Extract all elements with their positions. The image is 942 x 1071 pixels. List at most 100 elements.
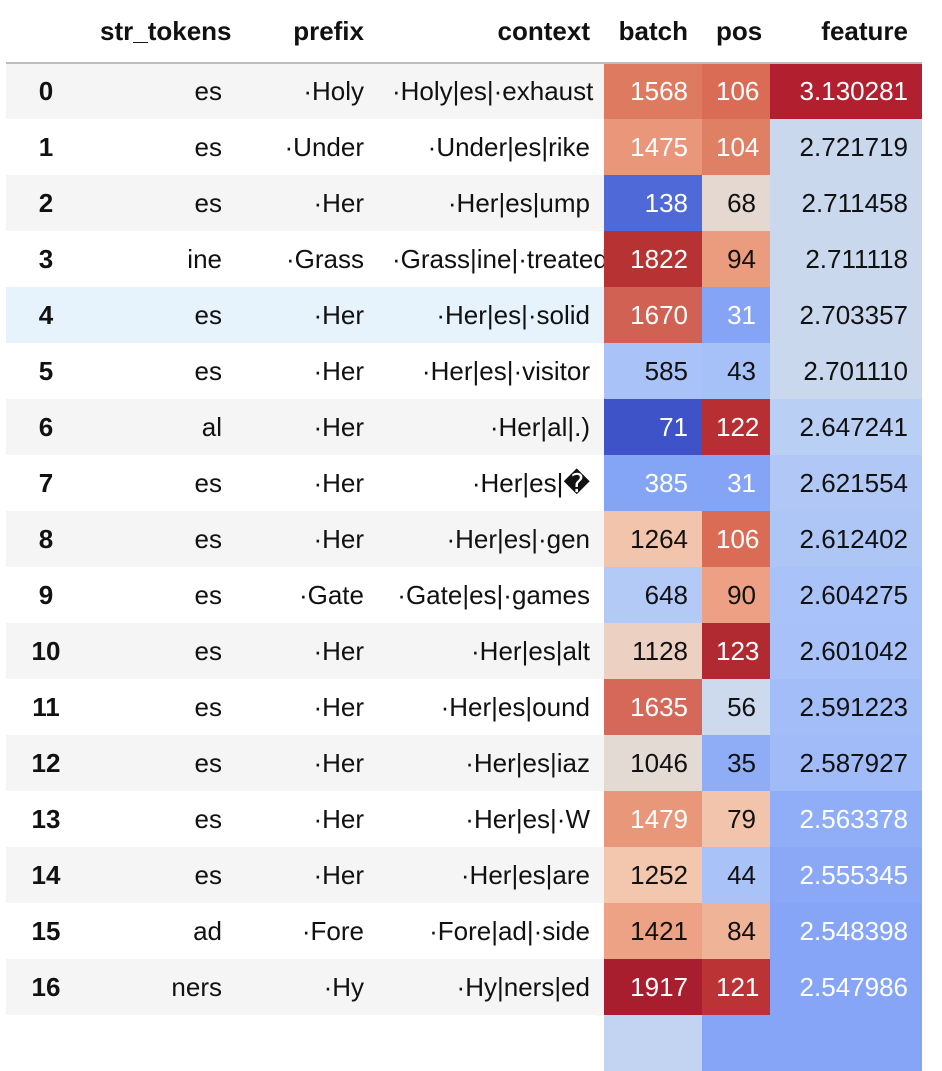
cell-prefix: ·Her <box>313 691 364 722</box>
cell-prefix: ·Hy <box>323 971 364 1002</box>
partial-cell <box>770 1015 922 1071</box>
row-index: 9 <box>38 579 54 610</box>
cell-str-tokens: es <box>194 523 222 554</box>
cell-str-tokens: es <box>194 803 222 834</box>
cell-feature: 2.711458 <box>770 175 922 231</box>
row-index: 3 <box>38 243 54 274</box>
cell-batch: 1421 <box>604 903 702 959</box>
cell-feature: 2.711118 <box>770 231 922 287</box>
cell-prefix: ·Her <box>313 187 364 218</box>
column-header-pos[interactable]: pos <box>702 0 770 64</box>
partial-cell <box>702 1015 770 1071</box>
table-row[interactable]: 13 es ·Her ·Her|es|·W 1479 79 2.563378 <box>6 791 922 847</box>
row-index: 2 <box>38 187 54 218</box>
table-row[interactable]: 16 ners ·Hy ·Hy|ners|ed 1917 121 2.547986 <box>6 959 922 1015</box>
cell-feature: 2.612402 <box>770 511 922 567</box>
cell-batch: 1917 <box>604 959 702 1015</box>
cell-pos: 68 <box>702 175 770 231</box>
header-row: str_tokens prefix context batch pos feat… <box>6 0 922 64</box>
cell-batch: 585 <box>604 343 702 399</box>
cell-prefix: ·Grass <box>286 243 364 274</box>
cell-context: ·Her|es|� <box>471 467 590 498</box>
cell-prefix: ·Her <box>313 467 364 498</box>
cell-prefix: ·Her <box>313 859 364 890</box>
cell-pos: 31 <box>702 455 770 511</box>
table-row[interactable]: 12 es ·Her ·Her|es|iaz 1046 35 2.587927 <box>6 735 922 791</box>
cell-batch: 1128 <box>604 623 702 679</box>
row-index: 5 <box>38 355 54 386</box>
cell-context: ·Gate|es|·games <box>397 579 590 610</box>
cell-str-tokens: al <box>201 411 222 442</box>
cell-feature: 2.547986 <box>770 959 922 1015</box>
table-row[interactable]: 5 es ·Her ·Her|es|·visitor 585 43 2.701110 <box>6 343 922 399</box>
table-row[interactable]: 2 es ·Her ·Her|es|ump 138 68 2.711458 <box>6 175 922 231</box>
cell-prefix: ·Her <box>313 635 364 666</box>
cell-str-tokens: ners <box>171 971 222 1002</box>
cell-str-tokens: es <box>194 187 222 218</box>
cell-batch: 1635 <box>604 679 702 735</box>
cell-feature: 3.130281 <box>770 63 922 119</box>
table-row[interactable]: 6 al ·Her ·Her|al|.) 71 122 2.647241 <box>6 399 922 455</box>
cell-batch: 1046 <box>604 735 702 791</box>
table-row[interactable]: 10 es ·Her ·Her|es|alt 1128 123 2.601042 <box>6 623 922 679</box>
cell-prefix: ·Fore <box>301 915 364 946</box>
table-row-partial <box>6 1015 922 1071</box>
cell-pos: 79 <box>702 791 770 847</box>
table-row[interactable]: 14 es ·Her ·Her|es|are 1252 44 2.555345 <box>6 847 922 903</box>
cell-feature: 2.703357 <box>770 287 922 343</box>
cell-feature: 2.555345 <box>770 847 922 903</box>
cell-context: ·Her|es|alt <box>471 635 590 666</box>
cell-str-tokens: es <box>194 859 222 890</box>
cell-batch: 71 <box>604 399 702 455</box>
cell-feature: 2.604275 <box>770 567 922 623</box>
cell-context: ·Her|es|ound <box>440 691 590 722</box>
column-header-str-tokens[interactable]: str_tokens <box>86 0 236 64</box>
cell-prefix: ·Her <box>313 411 364 442</box>
cell-pos: 44 <box>702 847 770 903</box>
table-row[interactable]: 7 es ·Her ·Her|es|� 385 31 2.621554 <box>6 455 922 511</box>
cell-batch: 1252 <box>604 847 702 903</box>
table-row[interactable]: 8 es ·Her ·Her|es|·gen 1264 106 2.612402 <box>6 511 922 567</box>
table-row[interactable]: 1 es ·Under ·Under|es|rike 1475 104 2.721719 <box>6 119 922 175</box>
cell-prefix: ·Her <box>313 747 364 778</box>
row-index: 0 <box>38 76 54 106</box>
table-row[interactable]: 0 es ·Holy ·Holy|es|·exhaust 1568 106 3.130281 <box>6 63 922 119</box>
cell-feature: 2.548398 <box>770 903 922 959</box>
column-header-batch[interactable]: batch <box>604 0 702 64</box>
table-row[interactable]: 9 es ·Gate ·Gate|es|·games 648 90 2.604275 <box>6 567 922 623</box>
cell-feature: 2.621554 <box>770 455 922 511</box>
cell-context: ·Her|es|·W <box>465 803 590 834</box>
cell-batch: 1568 <box>604 63 702 119</box>
cell-pos: 121 <box>702 959 770 1015</box>
cell-feature: 2.563378 <box>770 791 922 847</box>
cell-str-tokens: es <box>194 691 222 722</box>
cell-feature: 2.591223 <box>770 679 922 735</box>
cell-pos: 35 <box>702 735 770 791</box>
column-header-feature[interactable]: feature <box>770 0 922 64</box>
row-index: 10 <box>31 635 61 666</box>
row-index: 14 <box>31 859 61 890</box>
cell-str-tokens: es <box>194 355 222 386</box>
table-row[interactable]: 15 ad ·Fore ·Fore|ad|·side 1421 84 2.548398 <box>6 903 922 959</box>
cell-str-tokens: es <box>194 747 222 778</box>
cell-pos: 104 <box>702 119 770 175</box>
cell-batch: 1670 <box>604 287 702 343</box>
cell-context: ·Her|es|·solid <box>436 299 590 330</box>
column-header-prefix[interactable]: prefix <box>236 0 378 64</box>
cell-pos: 123 <box>702 623 770 679</box>
cell-context: ·Under|es|rike <box>427 131 590 162</box>
table-row[interactable]: 11 es ·Her ·Her|es|ound 1635 56 2.591223 <box>6 679 922 735</box>
table-row[interactable]: 4 es ·Her ·Her|es|·solid 1670 31 2.703357 <box>6 287 922 343</box>
cell-str-tokens: es <box>194 635 222 666</box>
column-header-context[interactable]: context <box>378 0 604 64</box>
table-row[interactable]: 3 ine ·Grass ·Grass|ine|·treated 1822 94 2.711… <box>6 231 922 287</box>
row-index: 15 <box>31 915 61 946</box>
cell-prefix: ·Her <box>313 299 364 330</box>
row-index: 8 <box>38 523 54 554</box>
cell-feature: 2.721719 <box>770 119 922 175</box>
cell-batch: 648 <box>604 567 702 623</box>
cell-context: ·Grass|ine|·treated <box>392 243 604 274</box>
cell-prefix: ·Her <box>313 523 364 554</box>
cell-pos: 94 <box>702 231 770 287</box>
cell-context: ·Holy|es|·exhaust <box>392 76 594 106</box>
